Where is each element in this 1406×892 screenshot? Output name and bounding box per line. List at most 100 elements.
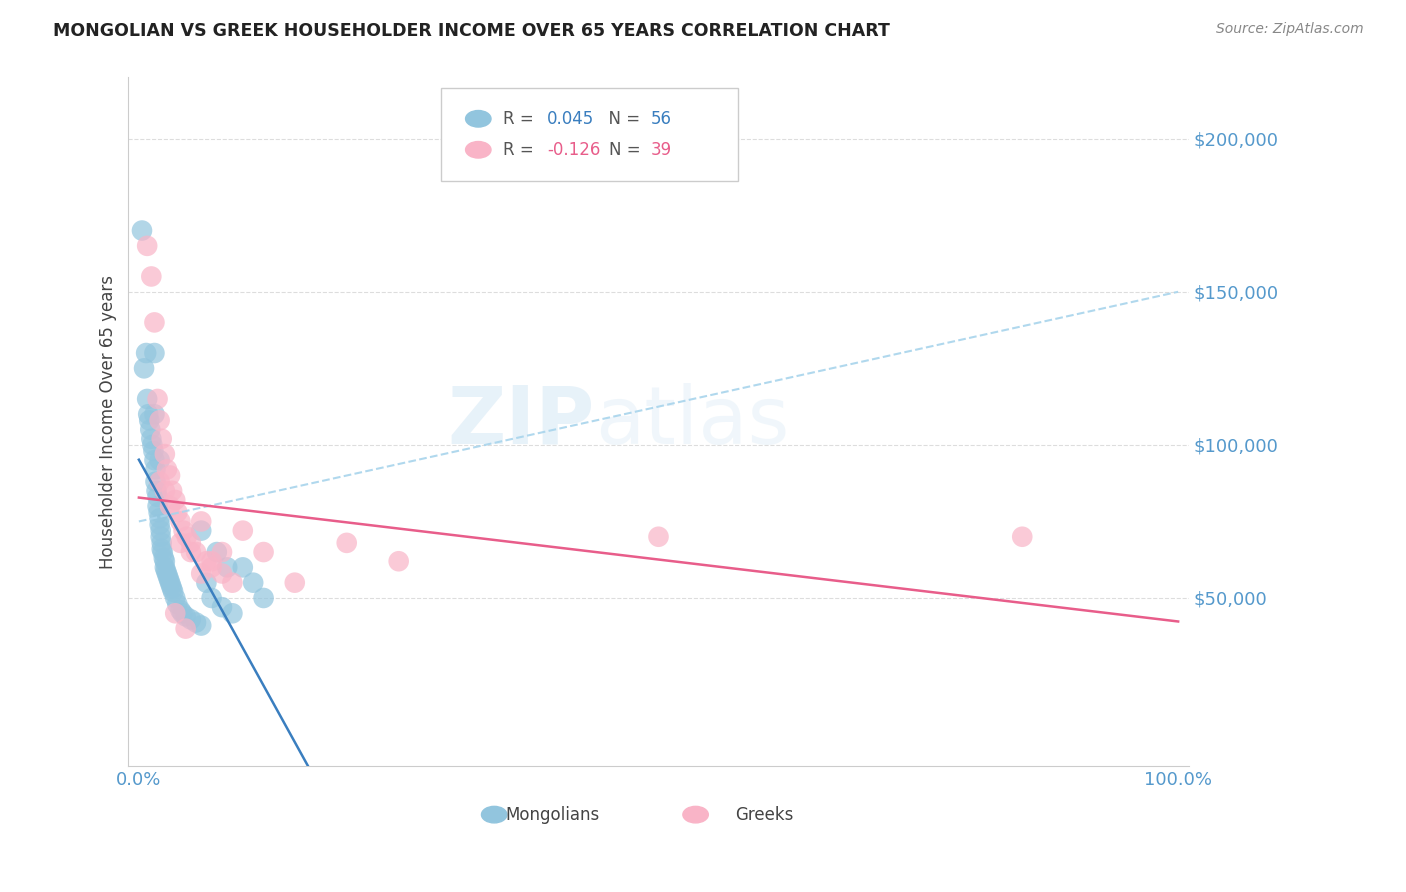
Point (153, 554, 176, 568)
Text: Source: ZipAtlas.com: Source: ZipAtlas.com (1216, 22, 1364, 37)
Point (388, 554, 411, 568)
Point (156, 569, 179, 583)
Point (142, 444, 165, 458)
Point (150, 536, 173, 550)
Point (174, 609, 197, 624)
Text: R =: R = (503, 141, 538, 159)
Point (232, 524, 254, 538)
Text: -0.126: -0.126 (547, 141, 600, 159)
Point (166, 597, 188, 611)
Point (145, 462, 167, 476)
Point (143, 453, 166, 467)
Point (162, 585, 184, 599)
Point (221, 575, 243, 590)
Text: R =: R = (503, 110, 538, 128)
Text: N =: N = (598, 110, 645, 128)
Circle shape (683, 806, 709, 823)
FancyBboxPatch shape (441, 87, 738, 181)
Point (211, 545, 233, 559)
Circle shape (465, 111, 491, 127)
Circle shape (465, 142, 491, 158)
Point (148, 505, 170, 519)
Point (143, 315, 166, 329)
Circle shape (481, 806, 508, 823)
Point (156, 566, 179, 581)
Point (149, 530, 172, 544)
Point (174, 622, 197, 636)
Point (195, 554, 218, 568)
Point (190, 566, 212, 581)
Point (160, 582, 183, 596)
Point (173, 524, 195, 538)
Point (149, 453, 172, 467)
Point (190, 618, 212, 632)
Point (184, 545, 207, 559)
Point (180, 612, 202, 626)
Point (201, 591, 224, 605)
Point (195, 575, 218, 590)
Text: 39: 39 (651, 141, 672, 159)
Point (153, 483, 176, 498)
Point (156, 462, 179, 476)
Point (1011, 530, 1033, 544)
Point (143, 346, 166, 360)
Point (143, 407, 166, 421)
Point (146, 392, 169, 406)
Point (160, 483, 183, 498)
Point (145, 483, 167, 498)
Point (184, 615, 207, 630)
Point (166, 505, 188, 519)
Point (190, 515, 212, 529)
Point (169, 515, 191, 529)
Point (221, 607, 243, 621)
Point (647, 530, 669, 544)
Point (211, 566, 233, 581)
Point (131, 223, 153, 237)
Text: 56: 56 (651, 110, 672, 128)
Point (149, 524, 172, 538)
Point (159, 575, 181, 590)
Point (150, 432, 173, 446)
Point (172, 607, 194, 621)
Point (136, 407, 159, 421)
Point (159, 499, 181, 513)
Point (180, 536, 202, 550)
Point (149, 511, 172, 525)
Text: Greeks: Greeks (735, 805, 794, 823)
Point (160, 579, 183, 593)
Point (284, 575, 307, 590)
Point (211, 600, 233, 615)
Point (165, 493, 187, 508)
Point (136, 392, 159, 406)
Text: ZIP: ZIP (447, 383, 595, 461)
Point (153, 551, 176, 566)
Point (153, 560, 176, 574)
Point (149, 413, 172, 427)
Text: Mongolians: Mongolians (505, 805, 599, 823)
Point (180, 545, 202, 559)
Point (149, 517, 172, 532)
Point (176, 530, 198, 544)
Text: N =: N = (609, 141, 645, 159)
Point (217, 560, 239, 574)
Point (336, 536, 359, 550)
Point (153, 447, 176, 461)
Point (190, 524, 212, 538)
Point (146, 499, 169, 513)
Point (150, 541, 173, 556)
Point (232, 560, 254, 574)
Point (135, 346, 157, 360)
Point (165, 591, 187, 605)
Point (139, 423, 162, 437)
Point (252, 591, 274, 605)
Point (152, 545, 174, 559)
Point (201, 560, 224, 574)
Point (201, 554, 224, 568)
Text: atlas: atlas (595, 383, 789, 461)
Text: MONGOLIAN VS GREEK HOUSEHOLDER INCOME OVER 65 YEARS CORRELATION CHART: MONGOLIAN VS GREEK HOUSEHOLDER INCOME OV… (53, 22, 890, 40)
Point (132, 361, 155, 376)
Point (157, 573, 180, 587)
Point (159, 468, 181, 483)
Y-axis label: Householder Income Over 65 years: Householder Income Over 65 years (100, 275, 117, 569)
Point (169, 536, 191, 550)
